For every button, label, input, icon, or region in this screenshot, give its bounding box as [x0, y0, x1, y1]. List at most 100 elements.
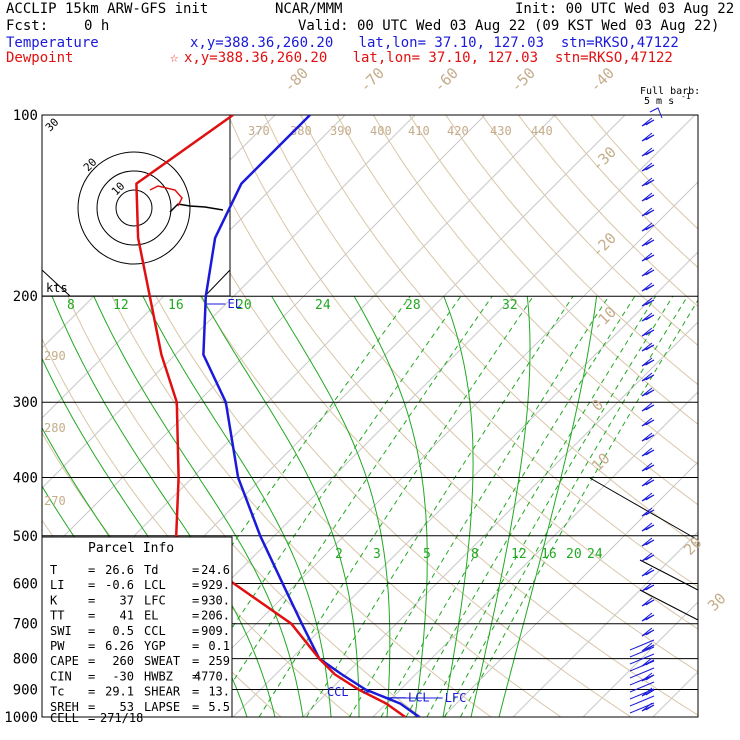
wind-barb-flag [641, 357, 655, 367]
pressure-tick-label: 100 [13, 108, 38, 124]
barb-legend-line1: Full barb: [640, 86, 701, 97]
parcel-value: 929. [201, 578, 230, 592]
parcel-key: CCL [144, 624, 166, 638]
parcel-key: CAPE [50, 654, 79, 668]
parcel-eq: = [88, 711, 95, 725]
barb-legend-superscript: -1 [681, 92, 691, 101]
hodograph-trace [169, 203, 224, 213]
wind-barb-low [629, 646, 655, 658]
mixing-ratio-line [459, 299, 698, 717]
parcel-eq: = [192, 578, 199, 592]
isotherm-line [442, 461, 698, 717]
hodograph-units: kts [46, 281, 68, 295]
dry-adiabat [227, 115, 698, 630]
mixing-ratio-label: 24 [315, 298, 331, 313]
wind-barb-flag [641, 567, 655, 577]
parcel-value: 5.5 [208, 700, 230, 714]
mixing-ratio-label: 20 [236, 298, 252, 313]
parcel-value: 206. [201, 609, 230, 623]
level-label-el: EL [227, 297, 241, 311]
wind-barb-flag [641, 492, 655, 502]
theta-label: 420 [447, 124, 469, 138]
hodograph-corner-line [204, 269, 231, 297]
parcel-eq: = [192, 700, 199, 714]
hodograph-ring [115, 189, 153, 227]
theta-label: 440 [531, 124, 553, 138]
parcel-eq: = [88, 609, 95, 623]
parcel-key: LFC [144, 593, 166, 607]
frame-diagonal [589, 477, 699, 541]
parcel-eq: = [192, 669, 199, 683]
dry-adiabat [42, 230, 422, 717]
parcel-key: LI [50, 578, 64, 592]
parcel-key: SWI [50, 624, 72, 638]
parcel-eq: = [192, 685, 199, 699]
model-title: ACCLIP 15km ARW-GFS init [6, 1, 209, 17]
theta-label: 280 [44, 421, 66, 435]
mixing-ratio-label: 16 [168, 298, 184, 313]
wind-barb-low [629, 702, 655, 714]
parcel-value: 29.1 [105, 685, 134, 699]
parcel-value: 909. [201, 624, 230, 638]
parcel-cell-label: CELL [50, 711, 79, 725]
parcel-key: PW [50, 639, 65, 653]
temperature-legend-info: x,y=388.36,260.20 lat,lon= 37.10, 127.03… [190, 35, 679, 51]
wind-barb-flag [641, 447, 655, 457]
parcel-value: 6.26 [105, 639, 134, 653]
mixing-ratio-label: 8 [67, 298, 75, 313]
parcel-value: 13. [208, 685, 230, 699]
wind-barb-flag [641, 282, 655, 292]
wind-barb-flag [641, 117, 655, 127]
isotherm-line [512, 531, 698, 717]
temperature-legend-label: Temperature [6, 35, 99, 51]
parcel-key: CIN [50, 669, 72, 683]
pressure-tick-label: 900 [13, 682, 38, 698]
parcel-key: Tc [50, 685, 64, 699]
wind-barb-flag [641, 522, 655, 532]
parcel-info-title: Parcel Info [88, 541, 174, 556]
wind-barb-low [629, 674, 655, 686]
wind-barb-flag [641, 237, 655, 247]
parcel-value: 24.6 [201, 563, 230, 577]
wind-barb-low [629, 653, 655, 665]
parcel-value: -30 [112, 669, 134, 683]
parcel-key: EL [144, 609, 158, 623]
dewpoint-legend-info: x,y=388.36,260.20 lat,lon= 37.10, 127.03… [184, 50, 673, 66]
parcel-value: 0.5 [112, 624, 134, 638]
parcel-eq: = [88, 700, 95, 714]
barb-legend-line2: 5 m s [644, 96, 675, 107]
theta-label: 380 [290, 124, 312, 138]
isotherm-line [372, 391, 698, 717]
plot-frame [41, 114, 699, 718]
wind-barb-flag [641, 402, 655, 412]
mixing-ratio-label: 20 [566, 547, 582, 562]
init-label: Init: 00 UTC Wed 03 Aug 22 [515, 1, 735, 17]
parcel-value: 0.1 [208, 639, 230, 653]
pressure-tick-label: 400 [13, 470, 38, 486]
wind-barb-flag [641, 162, 655, 172]
wind-barb-flag [641, 597, 655, 607]
wind-barb-flag [641, 297, 655, 307]
hodograph-ring [96, 170, 172, 246]
theta-label: 270 [44, 494, 66, 508]
parcel-eq: = [192, 654, 199, 668]
wind-barb-low [629, 681, 655, 693]
wind-barb-top [649, 107, 663, 119]
dry-adiabat [372, 115, 698, 465]
theta-label: 290 [44, 349, 66, 363]
wind-barb-low [629, 688, 655, 700]
parcel-eq: = [192, 563, 199, 577]
wind-barb-flag [641, 252, 655, 262]
wind-barb-flag [641, 432, 655, 442]
dry-adiabat [46, 115, 492, 717]
hodograph-ring [77, 151, 191, 265]
wind-barb-flag [641, 132, 655, 142]
wind-barb-flag [641, 177, 655, 187]
wind-barb-flag [641, 582, 655, 592]
theta-label: 370 [248, 124, 270, 138]
pressure-tick-label: 1000 [4, 710, 38, 726]
wind-barb-flag [641, 477, 655, 487]
fcst-value: 0 h [84, 18, 110, 34]
